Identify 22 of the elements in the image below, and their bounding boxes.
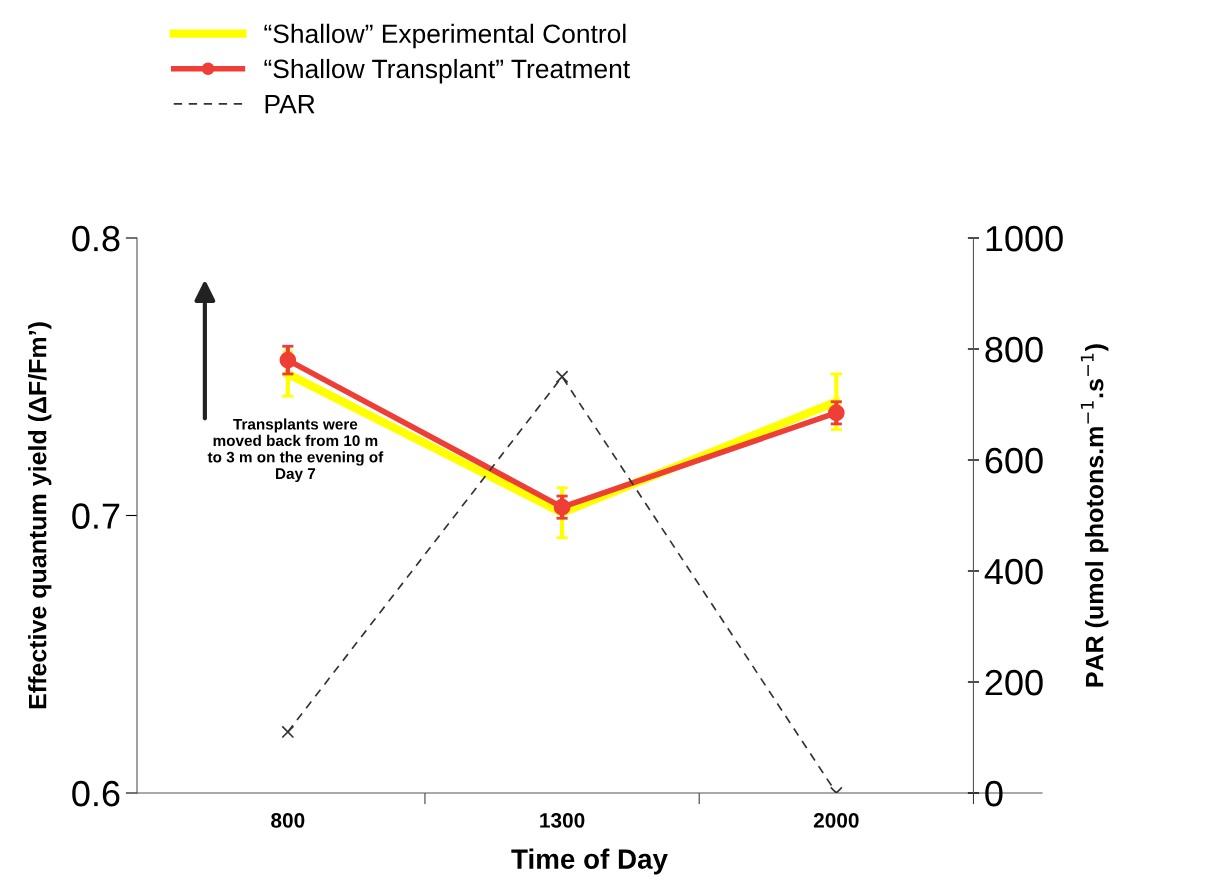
legend-label: “Shallow” Experimental Control [264,23,626,49]
y2-tick-label: 0 [985,780,1003,807]
point [827,404,845,422]
x-tick-label: 800 [271,812,305,828]
y2-tick-label: 200 [985,669,1043,696]
y2-tick-label: 800 [985,336,1043,363]
point [279,351,297,369]
y-tick-label: 0.6 [72,780,120,807]
y-tick-label: 0.7 [72,503,120,529]
legend-label: “Shallow Transplant” Treatment [264,58,630,84]
x-tick-label: 1300 [540,812,585,828]
y2-tick-label: 400 [984,558,1043,585]
y-tick-label: 0.8 [72,225,120,252]
x-axis-title: Time of Day [511,848,668,875]
y2-tick-label: 1000 [986,225,1063,252]
annotation: Transplants were moved back from 10 m to 3 m on the evening of Day 7 [207,418,384,483]
y2-tick-label: 600 [985,447,1043,474]
x-tick-label: 2000 [813,812,859,828]
y-axis-title: Effective quantum yield (ΔF/Fm’) [28,322,52,709]
point [553,498,571,516]
y2-axis-title: PAR (umol photons.m$^{−1}$.s$^{−1}$) [1080,344,1109,687]
legend-label: PAR [265,95,315,114]
